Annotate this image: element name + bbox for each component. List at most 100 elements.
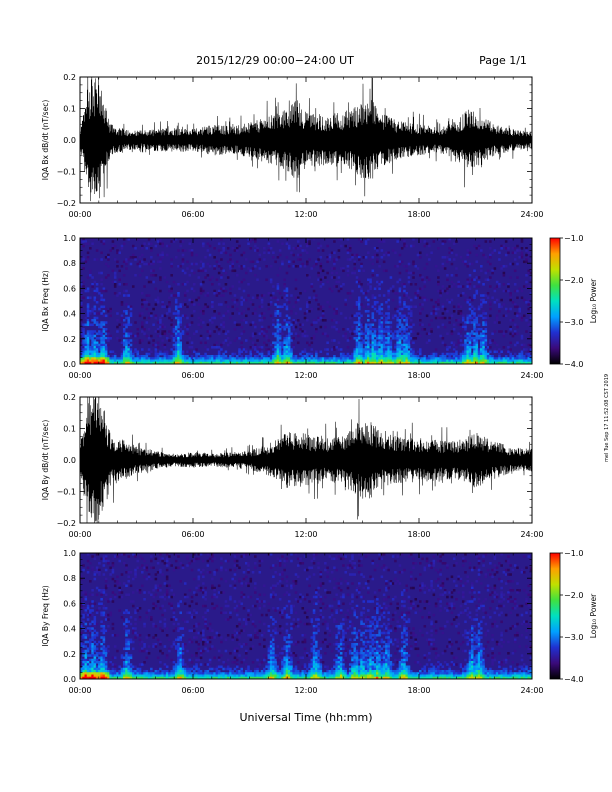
spectrogram-cell	[301, 330, 305, 333]
spectrogram-cell	[360, 303, 363, 306]
spectrogram-cell	[102, 638, 106, 642]
spectrogram-cell	[168, 676, 171, 679]
spectrogram-cell	[91, 359, 94, 363]
spectrogram-cell	[186, 665, 189, 669]
spectrogram-cell	[283, 339, 286, 342]
spectrogram-cell	[310, 337, 314, 340]
spectrogram-cell	[326, 357, 329, 360]
spectrogram-cell	[141, 325, 144, 329]
spectrogram-cell	[159, 595, 162, 599]
spectrogram-cell	[306, 301, 309, 304]
spectrogram-cell	[274, 314, 277, 318]
spectrogram-cell	[152, 676, 155, 679]
spectrogram-cell	[80, 346, 83, 349]
spectrogram-cell	[486, 357, 490, 360]
spectrogram-cell	[385, 348, 388, 351]
spectrogram-cell	[475, 343, 479, 347]
spectrogram-cell	[263, 334, 266, 338]
spectrogram-cell	[498, 303, 501, 306]
spectrogram-cell	[439, 334, 442, 338]
spectrogram-cell	[434, 348, 438, 351]
spectrogram-cell	[378, 337, 381, 340]
spectrogram-cell	[296, 334, 300, 338]
spectrogram-cell	[93, 316, 97, 320]
spectrogram-cell	[193, 676, 196, 679]
spectrogram-cell	[100, 321, 103, 324]
spectrogram-cell	[181, 332, 185, 336]
spectrogram-cell	[120, 591, 124, 594]
spectrogram-cell	[183, 314, 187, 318]
spectrogram-cell	[122, 676, 126, 679]
spectrogram-cell	[138, 607, 142, 610]
spectrogram-cell	[93, 622, 97, 626]
spectrogram-cell	[141, 564, 144, 567]
spectrogram-cell	[396, 265, 399, 268]
spectrogram-cell	[348, 361, 352, 364]
spectrogram-cell	[317, 258, 320, 261]
spectrogram-cell	[495, 298, 499, 302]
spectrogram-cell	[109, 334, 112, 338]
spectrogram-cell	[509, 319, 512, 322]
spectrogram-cell	[84, 339, 88, 342]
spectrogram-cell	[143, 575, 146, 579]
spectrogram-cell	[310, 283, 314, 286]
spectrogram-cell	[183, 593, 187, 597]
spectrogram-cell	[89, 640, 92, 644]
spectrogram-cell	[511, 332, 515, 336]
spectrogram-cell	[337, 280, 341, 284]
spectrogram-cell	[407, 343, 411, 347]
spectrogram-cell	[107, 667, 110, 671]
spectrogram-cell	[353, 267, 357, 270]
spectrogram-cell	[179, 319, 182, 322]
spectrogram-cell	[93, 355, 97, 358]
spectrogram-cell	[177, 319, 180, 322]
spectrogram-cell	[272, 285, 275, 288]
spectrogram-cell	[423, 285, 427, 288]
spectrogram-cell	[495, 316, 499, 320]
spectrogram-cell	[181, 618, 185, 621]
spectrogram-cell	[452, 341, 456, 345]
spectrogram-cell	[389, 348, 393, 351]
spectrogram-cell	[441, 323, 445, 327]
spectrogram-cell	[129, 676, 133, 679]
spectrogram-cell	[91, 647, 94, 651]
spectrogram-cell	[179, 265, 182, 268]
spectrogram-cell	[249, 634, 253, 637]
spectrogram-cell	[125, 355, 128, 358]
spectrogram-cell	[516, 359, 519, 363]
spectrogram-cell	[141, 247, 144, 250]
spectrogram-cell	[104, 337, 108, 340]
spectrogram-cell	[251, 661, 255, 664]
spectrogram-cell	[443, 343, 447, 347]
spectrogram-cell	[125, 618, 128, 621]
spectrogram-cell	[102, 591, 106, 594]
spectrogram-cell	[333, 251, 336, 255]
spectrogram-cell	[204, 303, 207, 306]
spectrogram-cell	[224, 604, 228, 608]
spectrogram-cell	[136, 670, 140, 673]
panel-2: 1.00.80.60.40.20.000:00 06:00 12:00 18:00 24…	[41, 234, 598, 380]
spectrogram-cell	[122, 343, 126, 347]
spectrogram-cell	[324, 348, 327, 351]
spectrogram-cell	[296, 298, 300, 302]
spectrogram-cell	[247, 294, 250, 297]
spectrogram-cell	[161, 253, 164, 257]
spectrogram-cell	[353, 361, 357, 364]
spectrogram-cell	[380, 359, 384, 363]
spectrogram-cell	[82, 332, 85, 336]
spectrogram-cell	[89, 622, 92, 626]
spectrogram-cell	[84, 645, 88, 648]
spectrogram-cell	[116, 312, 119, 315]
spectrogram-cell	[405, 337, 408, 340]
spectrogram-cell	[98, 359, 101, 363]
spectrogram-cell	[156, 260, 160, 264]
spectrogram-cell	[118, 670, 121, 673]
spectrogram-cell	[466, 285, 470, 288]
spectrogram-cell	[80, 622, 83, 626]
spectrogram-cell	[141, 672, 144, 675]
spectrogram-cell	[113, 258, 117, 261]
spectrogram-cell	[113, 361, 117, 364]
spectrogram-cell	[260, 312, 264, 315]
spectrogram-cell	[400, 316, 404, 320]
spectrogram-cell	[179, 649, 182, 653]
